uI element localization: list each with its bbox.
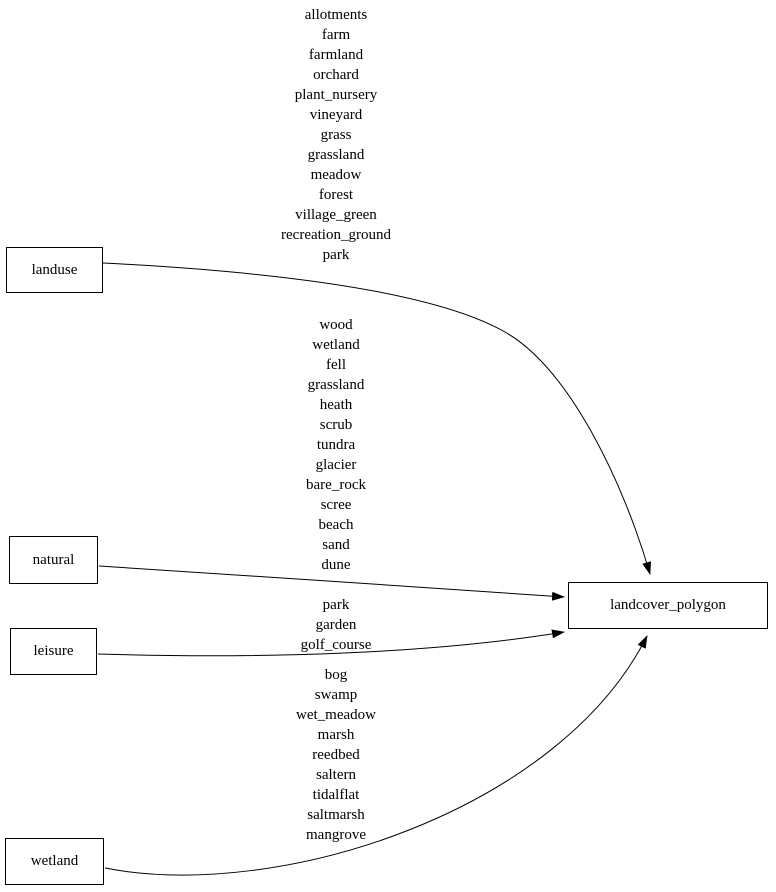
node-landuse: landuse <box>6 247 103 293</box>
node-natural: natural <box>9 536 98 584</box>
edge-leisure-to-landcover <box>97 629 565 657</box>
edge-label-landuse-values: allotments farm farmland orchard plant_n… <box>281 7 391 263</box>
edge-landuse-to-landcover <box>102 262 651 575</box>
edge-label-leisure-values: park garden golf_course <box>300 597 372 653</box>
node-leisure: leisure <box>10 628 97 675</box>
edge-label-natural-values: wood wetland fell grassland heath scrub … <box>306 317 366 573</box>
node-wetland: wetland <box>5 838 104 885</box>
node-landcover-polygon: landcover_polygon <box>568 582 768 629</box>
edge-label-wetland-values: bog swamp wet_meadow marsh reedbed salte… <box>296 667 376 843</box>
edge-wetland-to-landcover <box>104 635 648 876</box>
edge-natural-to-landcover <box>98 565 565 601</box>
